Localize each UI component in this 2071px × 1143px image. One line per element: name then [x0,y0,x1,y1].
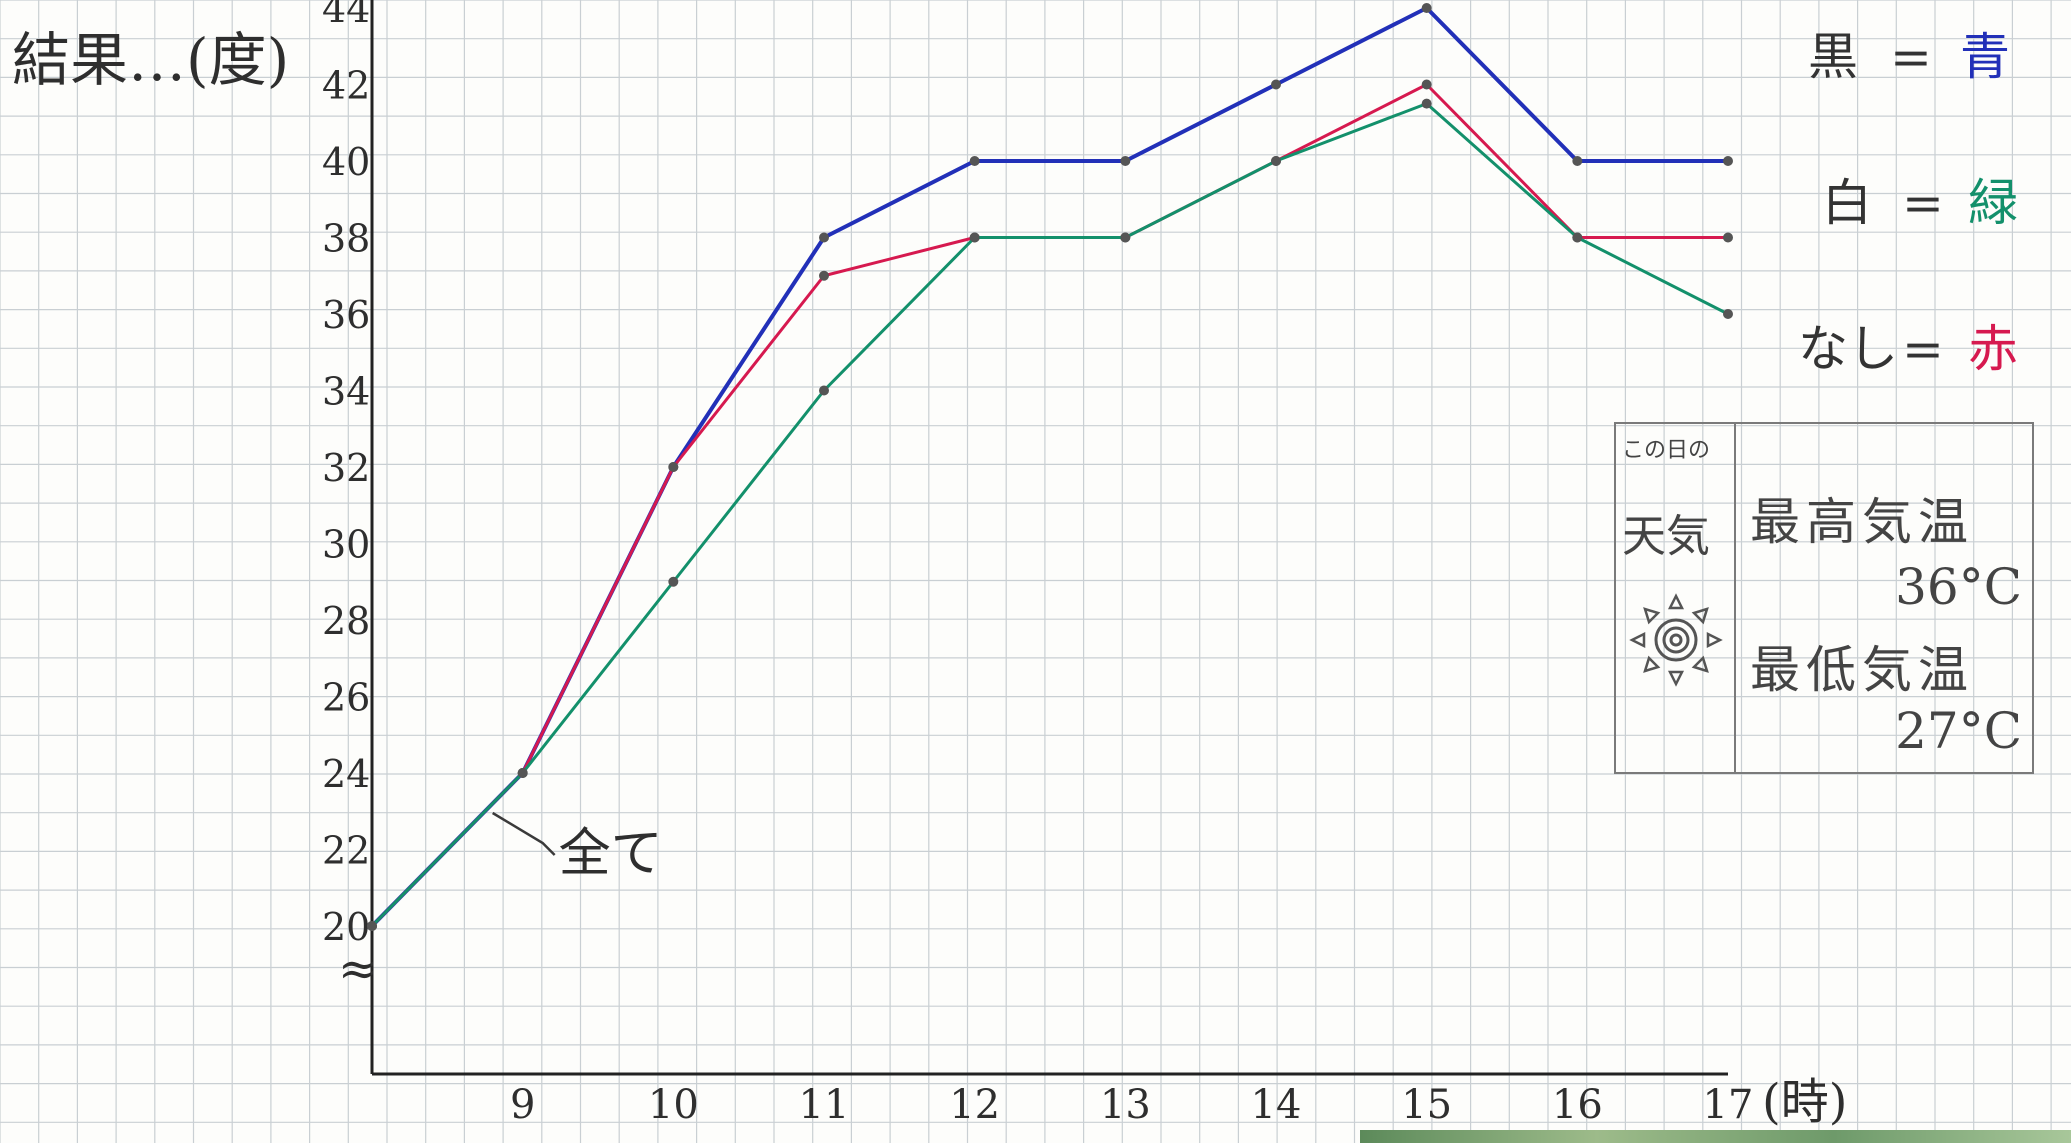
legend-color-blue: 青 [1960,28,2010,86]
y-tick-label: 40 [322,140,370,184]
data-point [1421,79,1432,90]
data-point [367,921,377,931]
y-tick-label: 20 [322,905,370,949]
max-temp-label: 最高気温 [1750,493,1974,551]
y-tick-labels: 20 22 24 26 28 30 32 34 36 38 40 42 44 [322,0,370,949]
legend: 黒 = 青 白 = 緑 なし = 赤 [1798,28,2018,378]
weather-box-divider [1734,424,1736,772]
data-point [668,462,679,472]
y-tick-label: 42 [322,64,370,108]
weather-label: 天気 [1622,511,1710,562]
legend-label-none: なし [1798,320,1898,378]
data-point [1723,232,1733,243]
legend-color-red: 赤 [1968,320,2018,378]
legend-item-white: 白 = 緑 [1822,174,2018,232]
x-tick-label: 10 [648,1082,699,1128]
weather-box-header: この日の [1622,438,1711,463]
data-point [1723,156,1733,166]
data-point [819,385,829,396]
data-point [1120,232,1131,243]
data-point [1421,98,1432,109]
data-point [1120,156,1131,166]
y-tick-label: 34 [322,370,370,414]
x-tick-label: 16 [1552,1082,1603,1128]
annotation-label: 全て [559,824,663,884]
y-tick-label: 44 [322,0,370,31]
y-tick-label: 30 [322,523,370,567]
y-tick-label: 32 [322,446,370,490]
chart-title: 結果…(度) [12,26,289,94]
x-tick-labels: 9 10 11 12 13 14 15 16 17 [510,1082,1754,1128]
series-line-0 [370,6,1728,928]
photo-edge-strip [1360,1130,2071,1143]
data-point [668,576,679,587]
x-tick-label: 11 [799,1082,850,1128]
x-tick-label: 9 [510,1082,535,1128]
data-point [1723,309,1733,319]
annotation-pointer [492,811,556,856]
y-tick-label: 26 [322,676,370,720]
sun-icon [1629,593,1723,687]
y-tick-label: 22 [322,829,370,873]
x-tick-label: 12 [949,1082,1000,1128]
legend-item-none: なし = 赤 [1798,320,2018,378]
chart-axes [370,0,1728,1076]
x-tick-label: 15 [1401,1082,1452,1128]
min-temp-value: 27°C [1895,702,2022,760]
data-point [1271,156,1281,166]
y-tick-label: 36 [322,293,370,337]
data-point [969,232,980,243]
data-point [1421,3,1432,13]
x-tick-label: 13 [1100,1082,1151,1128]
data-point [1572,156,1583,166]
x-tick-label: 14 [1251,1082,1302,1128]
legend-equals: = [1890,28,1932,86]
annotation-layer: 全て [492,811,663,884]
y-tick-label: 24 [322,752,370,796]
series-line-2 [370,102,1729,928]
y-tick-label: 38 [322,217,370,261]
weather-info-box: この日の 天気 最高気温 36°C 最低気温 27°C [1614,422,2034,774]
y-tick-label: 28 [322,599,370,643]
legend-label-black: 黒 [1808,28,1858,86]
legend-label-white: 白 [1822,174,1872,232]
data-point [1271,79,1281,90]
legend-equals: = [1902,320,1944,378]
legend-item-black: 黒 = 青 [1808,28,2010,86]
axis-break-mark: ≈ [338,941,378,997]
data-point [1572,232,1583,243]
data-point [517,768,528,778]
series-line-1 [370,83,1728,928]
x-tick-label: 17 [1703,1082,1754,1128]
x-axis-unit-label: (時) [1762,1074,1847,1130]
data-point [819,232,829,243]
legend-equals: = [1902,174,1944,232]
min-temp-label: 最低気温 [1750,641,1974,699]
series-layer [367,3,1733,931]
data-point [969,156,980,166]
data-point [819,270,829,281]
max-temp-value: 36°C [1895,558,2022,616]
legend-color-green: 緑 [1968,174,2018,232]
